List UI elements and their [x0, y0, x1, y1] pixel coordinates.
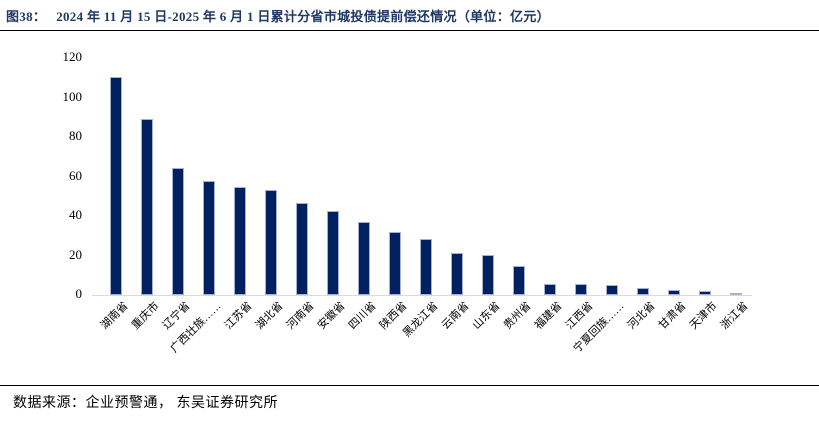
bar	[699, 291, 711, 295]
y-axis-tick-label: 40	[69, 207, 82, 222]
figure-number-label: 图38：	[6, 9, 47, 24]
x-axis-tick-label: 安徽省	[315, 300, 348, 332]
bar	[420, 239, 432, 295]
x-axis-tick-label: 天津市	[687, 300, 720, 332]
data-source-text: 数据来源：企业预警通， 东吴证券研究所	[13, 396, 278, 411]
x-axis-tick-label: 甘肃省	[656, 300, 689, 332]
bar	[606, 285, 618, 295]
y-axis-tick-label: 120	[62, 49, 83, 64]
x-axis-tick-label: 云南省	[439, 300, 472, 332]
x-axis-tick-label: 湖北省	[253, 300, 286, 332]
x-axis-tick-label: 贵州省	[501, 300, 534, 332]
y-axis-tick-label: 80	[69, 128, 82, 143]
y-axis-tick-label: 100	[62, 88, 83, 104]
figure-title: 图38： 2024 年 11 月 15 日-2025 年 6 月 1 日累计分省市…	[6, 6, 813, 25]
bar	[234, 187, 246, 295]
bar	[265, 190, 277, 295]
bar	[110, 77, 122, 295]
x-axis-tick-label: 江苏省	[222, 300, 255, 332]
x-axis-baseline	[92, 295, 752, 296]
bar	[544, 284, 556, 295]
figure-title-text: 2024 年 11 月 15 日-2025 年 6 月 1 日累计分省市城投债提…	[56, 9, 550, 24]
bar	[358, 222, 370, 295]
bottom-divider	[0, 385, 819, 386]
bar	[203, 181, 215, 295]
bar	[172, 168, 184, 295]
bar	[451, 253, 463, 295]
y-axis-tick-label: 60	[69, 167, 82, 183]
x-axis-tick-label: 浙江省	[718, 300, 751, 332]
bar	[389, 232, 401, 295]
bar	[730, 293, 742, 295]
bar	[327, 211, 339, 295]
y-axis-tick-label: 20	[69, 246, 82, 262]
bar	[482, 255, 494, 295]
x-axis-tick-label: 山东省	[470, 300, 503, 332]
x-axis-tick-label: 河北省	[625, 300, 658, 332]
y-axis-tick-label: 0	[75, 286, 83, 301]
top-divider	[0, 30, 819, 31]
bar	[296, 203, 308, 295]
x-axis-tick-label: 重庆市	[129, 300, 162, 332]
bar	[637, 288, 649, 295]
bar	[141, 119, 153, 295]
x-axis-tick-label: 河南省	[284, 300, 317, 332]
bar	[668, 290, 680, 295]
bar	[575, 284, 587, 295]
x-axis-tick-label: 湖南省	[98, 300, 131, 332]
bar	[513, 266, 525, 295]
x-axis-tick-label: 福建省	[532, 300, 565, 332]
x-axis-tick-label: 四川省	[346, 300, 379, 332]
